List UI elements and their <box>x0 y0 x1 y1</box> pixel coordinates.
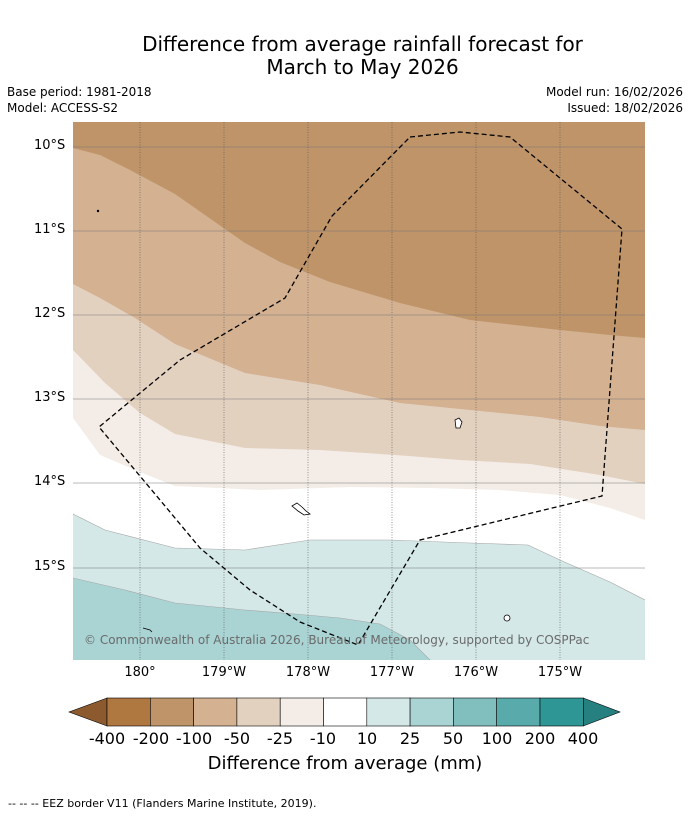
cb-label: -50 <box>223 729 251 748</box>
lat-label-14s: 14°S <box>34 474 66 489</box>
eez-border <box>98 131 623 646</box>
issued-date: Issued: 18/02/2026 <box>567 101 683 115</box>
island-north <box>454 417 463 429</box>
cb-label: -200 <box>132 729 170 748</box>
colorbar-segment <box>279 697 324 727</box>
contour-lines <box>73 513 645 660</box>
colorbar-segment <box>236 697 281 727</box>
cb-label: -10 <box>309 729 337 748</box>
colorbar-segment <box>409 697 454 727</box>
lon-label-179w: 179°W <box>201 665 247 680</box>
model-name: Model: ACCESS-S2 <box>7 101 119 115</box>
lat-label-10s: 10°S <box>34 138 66 153</box>
graticule-lat <box>73 146 645 569</box>
eez-legend-footer: -- -- -- EEZ border V11 (Flanders Marine… <box>8 797 317 810</box>
colorbar-segment <box>496 697 541 727</box>
cb-label: 200 <box>524 729 556 748</box>
band-dry-strong <box>73 122 645 338</box>
colorbar-title: Difference from average (mm) <box>207 753 483 774</box>
graticule-lon <box>139 122 561 660</box>
cb-label: -25 <box>266 729 294 748</box>
base-period: Base period: 1981-2018 <box>7 85 152 99</box>
colorbar-segment <box>106 697 151 727</box>
model-run: Model run: 16/02/2026 <box>545 85 683 99</box>
colorbar-segment <box>323 697 368 727</box>
cb-label: 50 <box>442 729 464 748</box>
cb-label: 25 <box>399 729 421 748</box>
lon-label-175w: 175°W <box>537 665 583 680</box>
colorbar-segment <box>193 697 238 727</box>
colorbar-segment <box>366 697 411 727</box>
colorbar-extend-high <box>582 697 621 727</box>
lat-label-15s: 15°S <box>34 559 66 574</box>
cb-label: -400 <box>88 729 126 748</box>
cb-label: 400 <box>567 729 599 748</box>
colorbar-extend-low <box>68 697 108 727</box>
island-south <box>503 614 511 622</box>
colorbar-segment <box>539 697 584 727</box>
island-centre <box>291 502 311 516</box>
cb-label: 10 <box>356 729 378 748</box>
lat-label-11s: 11°S <box>34 222 66 237</box>
lon-label-180: 180° <box>124 665 156 680</box>
copyright-notice: © Commonwealth of Australia 2026, Bureau… <box>84 633 590 647</box>
colorbar-segment <box>150 697 194 727</box>
map-area <box>73 122 645 660</box>
colorbar-segment <box>453 697 497 727</box>
island-outlines <box>96 209 511 633</box>
cb-label: -100 <box>175 729 213 748</box>
colorbar <box>68 697 621 727</box>
lon-label-178w: 178°W <box>285 665 331 680</box>
map-title-line2: March to May 2026 <box>266 55 459 79</box>
cb-label: 100 <box>481 729 513 748</box>
map-title-line1: Difference from average rainfall forecas… <box>142 32 583 56</box>
band-wet-light <box>73 578 430 660</box>
island-southwest <box>142 627 153 633</box>
lat-label-13s: 13°S <box>34 390 66 405</box>
lat-label-12s: 12°S <box>34 306 66 321</box>
lon-label-176w: 176°W <box>453 665 499 680</box>
island-tiny <box>96 209 100 213</box>
lon-label-177w: 177°W <box>369 665 415 680</box>
